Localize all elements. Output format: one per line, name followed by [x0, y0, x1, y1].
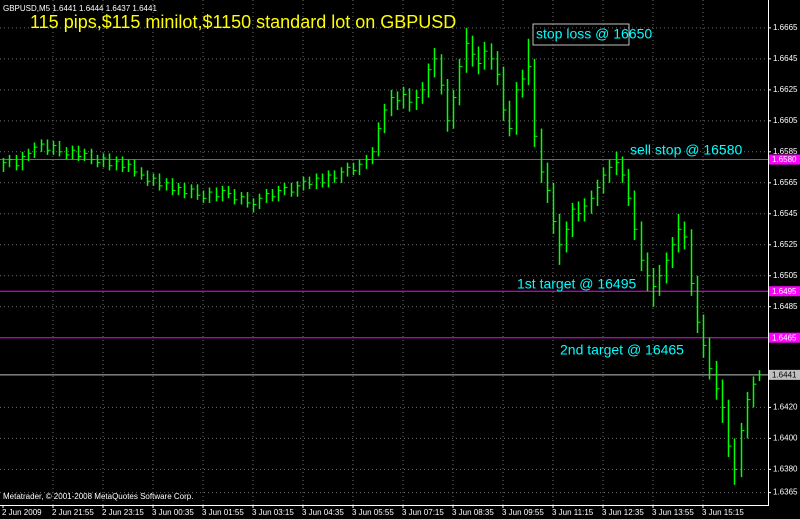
price-box-label: 1.6495 [772, 287, 797, 296]
x-tick-label: 3 Jun 13:55 [652, 508, 694, 517]
x-tick-label: 3 Jun 11:15 [552, 508, 594, 517]
price-box [769, 286, 800, 297]
annotation-box [532, 23, 630, 46]
y-tick-label: 1.6485 [773, 302, 798, 311]
y-tick-label: 1.6625 [773, 85, 798, 94]
x-tick-label: 3 Jun 07:15 [402, 508, 444, 517]
annotation: stop loss @ 16650 [536, 26, 652, 42]
price-box [769, 369, 800, 380]
x-tick-label: 3 Jun 01:55 [202, 508, 244, 517]
y-tick-label: 1.6365 [773, 488, 798, 497]
copyright: Metatrader, © 2001-2008 MetaQuotes Softw… [3, 492, 193, 501]
annotation: sell stop @ 16580 [630, 142, 742, 158]
y-tick-label: 1.6420 [773, 403, 798, 412]
price-box-label: 1.6441 [772, 370, 797, 379]
price-box [769, 332, 800, 343]
y-tick-label: 1.6400 [773, 433, 798, 442]
y-tick-label: 1.6585 [773, 147, 798, 156]
symbol-info: GBPUSD,M5 1.6441 1.6444 1.6437 1.6441 [3, 4, 157, 13]
x-tick-label: 3 Jun 12:35 [602, 508, 644, 517]
x-tick-label: 3 Jun 03:15 [252, 508, 294, 517]
annotation: 2nd target @ 16465 [560, 342, 684, 358]
y-tick-label: 1.6380 [773, 464, 798, 473]
y-tick-label: 1.6565 [773, 178, 798, 187]
x-tick-label: 3 Jun 00:35 [152, 508, 194, 517]
y-tick-label: 1.6545 [773, 209, 798, 218]
y-tick-label: 1.6605 [773, 116, 798, 125]
x-tick-label: 3 Jun 05:55 [352, 508, 394, 517]
x-tick-label: 3 Jun 09:55 [502, 508, 544, 517]
price-box [769, 154, 800, 165]
price-bars [2, 27, 763, 485]
x-tick-label: 3 Jun 04:35 [302, 508, 344, 517]
y-tick-label: 1.6645 [773, 54, 798, 63]
price-box-label: 1.6580 [772, 155, 797, 164]
x-tick-label: 3 Jun 15:15 [702, 508, 744, 517]
y-tick-label: 1.6665 [773, 23, 798, 32]
price-box-label: 1.6465 [772, 333, 797, 342]
labels: 1.6665 1.6645 1.6625 1.6605 1.6585 1.6565 1.65… [2, 23, 800, 517]
annotation: 1st target @ 16495 [517, 276, 637, 292]
x-tick-label: 2 Jun 2009 [2, 508, 42, 517]
x-tick-label: 2 Jun 21:55 [52, 508, 94, 517]
y-tick-label: 1.6525 [773, 240, 798, 249]
x-tick-label: 2 Jun 23:15 [102, 508, 144, 517]
grid [0, 0, 771, 508]
chart-title: 115 pips,$115 minilot,$1150 standard lot… [30, 12, 456, 32]
x-tick-label: 3 Jun 08:35 [452, 508, 494, 517]
y-tick-label: 1.6505 [773, 271, 798, 280]
